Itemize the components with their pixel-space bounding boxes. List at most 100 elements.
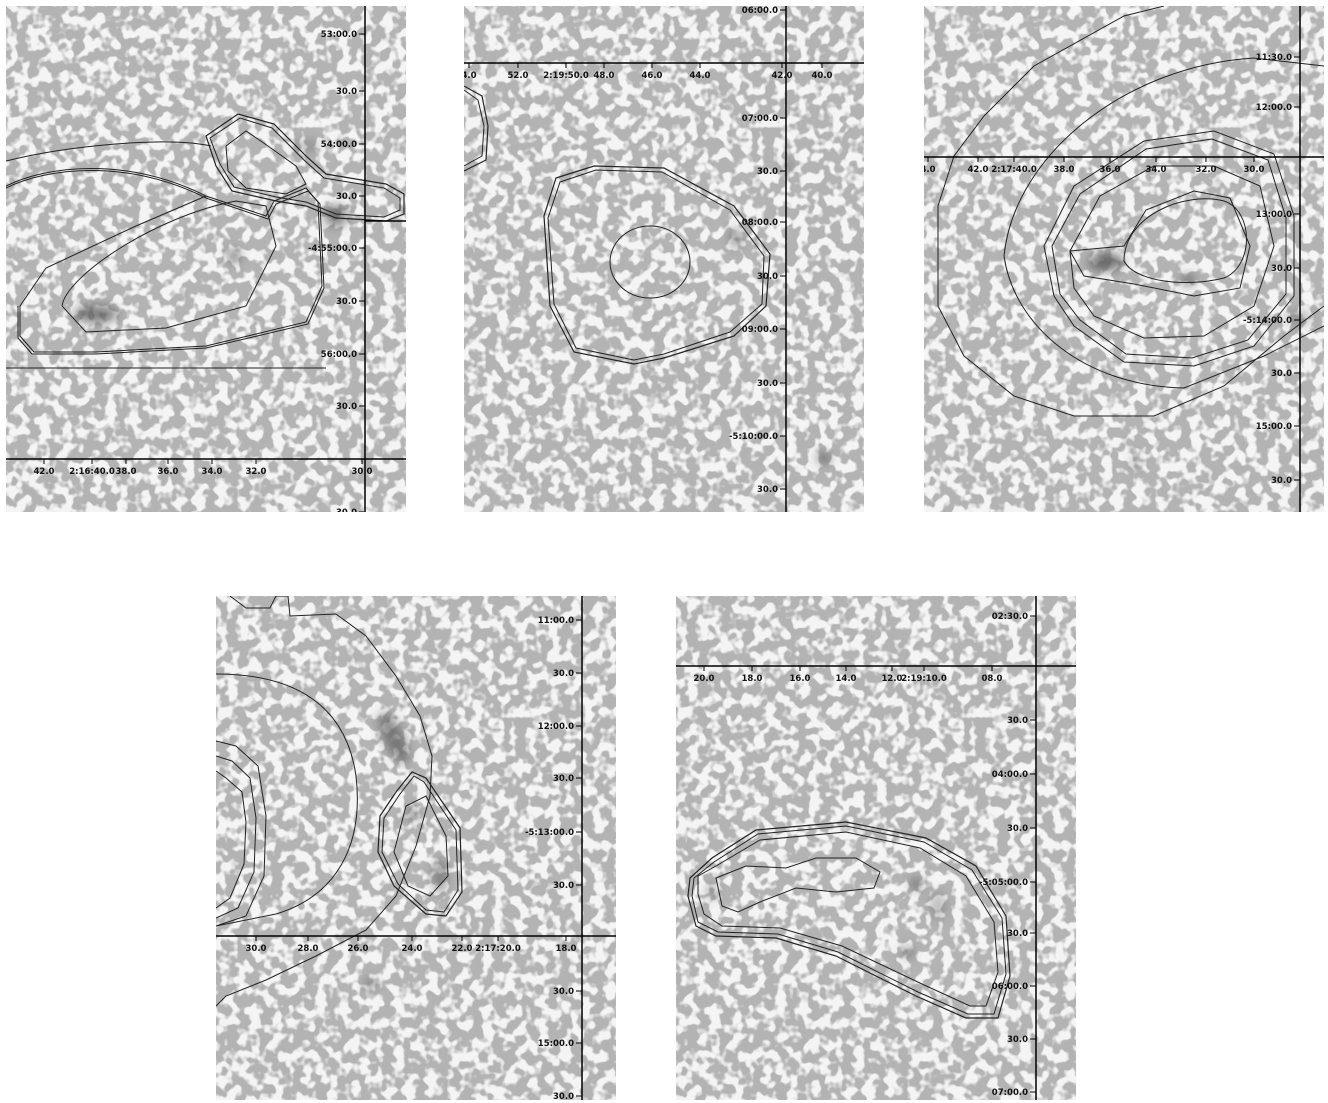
panel-3-field: 11:30.0 12:00.0 13:00.0 30.0 -5:14:00.0 30.0 1… xyxy=(924,6,1324,512)
panel-4-field: 11:00.0 30.0 12:00.0 30.0 -5:13:00.0 30.0 30.0… xyxy=(216,596,616,1100)
panel-1-sources xyxy=(74,140,348,323)
panel-1-contours xyxy=(6,113,405,369)
panel-3-contours xyxy=(937,6,1324,417)
panel-3-dec-labels: 11:30.0 12:00.0 13:00.0 30.0 -5:14:00.0 30.0 1… xyxy=(1243,53,1300,486)
ra-tick-label: 28.0 xyxy=(298,944,319,954)
dec-tick-label: 30.0 xyxy=(1007,929,1028,939)
ra-tick-label: 2:17:40.0 xyxy=(991,165,1037,175)
dec-tick-label: 53:00.0 xyxy=(321,30,357,40)
ra-tick-label: 30.0 xyxy=(1244,165,1265,175)
panel-4-dec-labels: 11:00.0 30.0 12:00.0 30.0 -5:13:00.0 30.0 30.0… xyxy=(525,616,582,1100)
dec-tick-label: 11:30.0 xyxy=(1256,53,1292,63)
panel-3-svg: 11:30.0 12:00.0 13:00.0 30.0 -5:14:00.0 30.0 1… xyxy=(924,6,1324,512)
panel-5-svg: 02:30.0 30.0 04:00.0 30.0 -5:05:00.0 30.0 06:0… xyxy=(676,596,1076,1100)
ra-tick-label: 34.0 xyxy=(202,467,223,477)
ra-tick-label: 12.0 xyxy=(882,674,903,684)
dec-tick-label: 30.0 xyxy=(336,87,357,97)
dec-tick-label: -5:05:00.0 xyxy=(979,878,1028,888)
ra-tick-label: 36.0 xyxy=(1100,165,1121,175)
dec-tick-label: 30.0 xyxy=(553,669,574,679)
ra-tick-label: 38.0 xyxy=(1054,165,1075,175)
ra-tick-label: 14.0 xyxy=(836,674,857,684)
panel-5-contours xyxy=(687,821,1011,1019)
panel-2-axes xyxy=(464,6,864,512)
panel-5-dec-labels: 02:30.0 30.0 04:00.0 30.0 -5:05:00.0 30.0 06:0… xyxy=(979,612,1036,1098)
ra-tick-label: 44.0 xyxy=(690,71,711,81)
dec-tick-label: 11:00.0 xyxy=(538,616,574,626)
panel-2-background xyxy=(464,6,864,512)
panel-1-svg: 53:00.0 30.0 54:00.0 30.0 -4:55:00.0 30.0 56:0… xyxy=(6,6,406,512)
ra-tick-label: 40.0 xyxy=(812,71,833,81)
ra-tick-label: 38.0 xyxy=(116,467,137,477)
ra-tick-label: 32.0 xyxy=(1196,165,1217,175)
panel-4-sources xyxy=(365,712,447,990)
panel-4-axes xyxy=(216,596,616,1100)
dec-tick-label: 30.0 xyxy=(757,379,778,389)
panel-2-contours xyxy=(464,85,771,365)
panel-2-dec-labels: 06:00.0 07:00.0 30.0 08:00.0 30.0 09:00.0 30.0… xyxy=(729,6,786,495)
ra-tick-label: 20.0 xyxy=(694,674,715,684)
panel-5-background xyxy=(676,596,1076,1100)
dec-tick-label: -5:13:00.0 xyxy=(525,828,574,838)
panel-2-field: 06:00.0 07:00.0 30.0 08:00.0 30.0 09:00.0 30.0… xyxy=(464,6,864,512)
dec-tick-label: -5:14:00.0 xyxy=(1243,316,1292,326)
dec-tick-label: 30.0 xyxy=(553,881,574,891)
dec-tick-label: -4:55:00.0 xyxy=(308,244,357,254)
dec-tick-label: 12:00.0 xyxy=(1256,103,1292,113)
ra-tick-label: 22.0 xyxy=(452,944,473,954)
panel-5-ra-labels: 20.0 18.0 16.0 14.0 12.02:19:10.0 08.0 xyxy=(694,666,1003,684)
dec-tick-label: 30.0 xyxy=(553,1092,574,1100)
ra-tick-label: 52.0 xyxy=(508,71,529,81)
dec-tick-label: 09:00.0 xyxy=(742,325,778,335)
panel-3-ra-labels: 4.0 42.02:17:40.0 38.0 36.0 34.0 32.0 30.0 xyxy=(924,157,1265,175)
dec-tick-label: 02:30.0 xyxy=(992,612,1028,622)
dec-tick-label: 30.0 xyxy=(757,485,778,495)
dec-tick-label: 30.0 xyxy=(1271,369,1292,379)
dec-tick-label: 08:00.0 xyxy=(742,218,778,228)
ra-tick-label: 24.0 xyxy=(402,944,423,954)
dec-tick-label: 30.0 xyxy=(553,987,574,997)
dec-tick-label: 30.0 xyxy=(757,272,778,282)
dec-tick-label: 30.0 xyxy=(1271,264,1292,274)
ra-tick-label: 2:19:50.0 xyxy=(543,71,589,81)
dec-tick-label: 06:00.0 xyxy=(742,6,778,16)
panel-5-field: 02:30.0 30.0 04:00.0 30.0 -5:05:00.0 30.0 06:0… xyxy=(676,596,1076,1100)
dec-tick-label: 15:00.0 xyxy=(1256,422,1292,432)
ra-tick-label: 4.0 xyxy=(924,165,936,175)
dec-tick-label: 12:00.0 xyxy=(538,722,574,732)
dec-tick-label: 30.0 xyxy=(336,297,357,307)
dec-tick-label: 07:00.0 xyxy=(992,1088,1028,1098)
dec-tick-label: 13:00.0 xyxy=(1256,210,1292,220)
dec-tick-label: 30.0 xyxy=(336,402,357,412)
dec-tick-label: 30.0 xyxy=(757,167,778,177)
dec-tick-label: 15:00.0 xyxy=(538,1039,574,1049)
ra-tick-label: 30.0 xyxy=(246,944,267,954)
dec-tick-label: 30.0 xyxy=(336,192,357,202)
ra-tick-label: 08.0 xyxy=(982,674,1003,684)
panel-4-background xyxy=(216,596,616,1100)
panel-4-ra-labels: 30.0 28.0 26.0 24.0 22.0 2:17:20.0 18.0 xyxy=(246,936,577,954)
dec-tick-label: 04:00.0 xyxy=(992,770,1028,780)
ra-tick-label: 16.0 xyxy=(790,674,811,684)
panel-4-contours xyxy=(216,596,463,1007)
panel-2-ra-labels: 4.0 52.0 2:19:50.0 48.0 46.0 44.0 42.0 40.0 xyxy=(464,63,833,81)
dec-tick-label: 30.0 xyxy=(336,508,357,512)
dec-tick-label: 30.0 xyxy=(1007,824,1028,834)
dec-tick-label: 30.0 xyxy=(1271,476,1292,486)
dec-tick-label: 06:00.0 xyxy=(992,982,1028,992)
panel-1-background xyxy=(6,6,406,512)
panel-2-svg: 06:00.0 07:00.0 30.0 08:00.0 30.0 09:00.0 30.0… xyxy=(464,6,864,512)
dec-tick-label: 54:00.0 xyxy=(321,140,357,150)
panel-5-axes xyxy=(676,596,1076,1100)
dec-tick-label: 30.0 xyxy=(1007,1035,1028,1045)
ra-tick-label: 48.0 xyxy=(594,71,615,81)
ra-tick-label: 36.0 xyxy=(158,467,179,477)
dec-tick-label: 30.0 xyxy=(1007,716,1028,726)
ra-tick-label: 32.0 xyxy=(246,467,267,477)
panel-1-axes xyxy=(6,6,406,512)
panel-3-axes xyxy=(924,6,1324,512)
panel-4-svg: 11:00.0 30.0 12:00.0 30.0 -5:13:00.0 30.0 30.0… xyxy=(216,596,616,1100)
dec-tick-label: 56:00.0 xyxy=(321,350,357,360)
panel-5-sources xyxy=(707,878,946,958)
ra-tick-label: 2:17:20.0 xyxy=(475,944,521,954)
